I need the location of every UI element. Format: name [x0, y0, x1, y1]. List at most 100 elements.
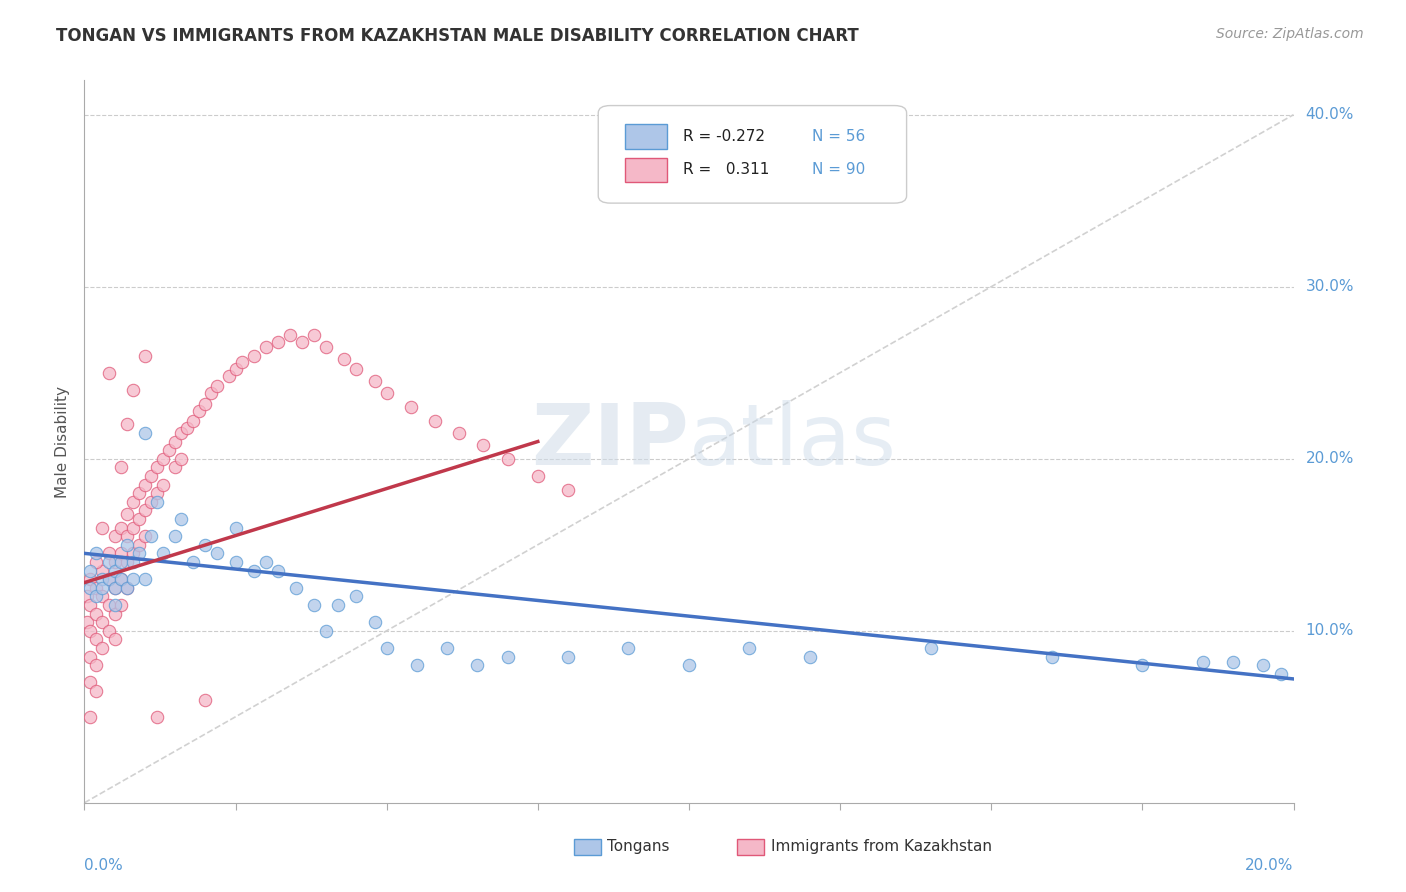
Point — [188, 403, 211, 417]
Point — [218, 369, 240, 384]
Point — [86, 684, 108, 698]
Point — [165, 460, 187, 475]
Point — [152, 477, 174, 491]
FancyBboxPatch shape — [624, 158, 668, 182]
Point — [557, 483, 579, 497]
Point — [176, 421, 198, 435]
Point — [346, 362, 368, 376]
Point — [1192, 655, 1215, 669]
Point — [134, 425, 156, 440]
Point — [678, 658, 700, 673]
Point — [267, 564, 290, 578]
Point — [134, 572, 156, 586]
Point — [207, 546, 229, 560]
Point — [194, 538, 217, 552]
Point — [254, 340, 277, 354]
Point — [121, 546, 143, 560]
Point — [472, 438, 495, 452]
Point — [1270, 666, 1292, 681]
Point — [231, 355, 253, 369]
Point — [121, 555, 143, 569]
Point — [467, 658, 489, 673]
Point — [738, 640, 761, 655]
Point — [194, 692, 217, 706]
Text: 20.0%: 20.0% — [1246, 858, 1294, 873]
Point — [1222, 655, 1244, 669]
Text: 20.0%: 20.0% — [1306, 451, 1354, 467]
Point — [91, 572, 114, 586]
Point — [225, 520, 247, 534]
Point — [617, 640, 640, 655]
Point — [146, 460, 169, 475]
Point — [152, 451, 174, 466]
Point — [110, 460, 132, 475]
Point — [152, 546, 174, 560]
Point — [91, 564, 114, 578]
Text: 0.0%: 0.0% — [84, 858, 124, 873]
Point — [134, 529, 156, 543]
Text: N = 90: N = 90 — [813, 162, 866, 178]
Point — [79, 624, 101, 638]
Text: Tongans: Tongans — [607, 838, 669, 854]
Point — [134, 477, 156, 491]
Point — [170, 425, 193, 440]
Point — [207, 379, 229, 393]
Point — [97, 366, 120, 380]
Point — [128, 512, 150, 526]
Point — [139, 494, 162, 508]
Point — [86, 632, 108, 647]
Point — [86, 590, 108, 604]
Point — [146, 494, 169, 508]
Point — [79, 564, 101, 578]
Point — [194, 397, 217, 411]
Point — [110, 555, 132, 569]
Point — [291, 334, 314, 349]
Point — [225, 555, 247, 569]
Point — [333, 351, 356, 366]
Point — [115, 417, 138, 432]
Text: N = 56: N = 56 — [813, 129, 866, 145]
Point — [146, 710, 169, 724]
Point — [121, 520, 143, 534]
Point — [97, 624, 120, 638]
Point — [157, 443, 180, 458]
Point — [375, 386, 398, 401]
Point — [91, 615, 114, 630]
Point — [278, 327, 301, 342]
Point — [302, 327, 325, 342]
Point — [375, 640, 398, 655]
Point — [170, 512, 193, 526]
Point — [115, 581, 138, 595]
Point — [97, 572, 120, 586]
Point — [254, 555, 277, 569]
Point — [91, 520, 114, 534]
Point — [146, 486, 169, 500]
Point — [346, 590, 368, 604]
Text: 10.0%: 10.0% — [1306, 624, 1354, 639]
Point — [1130, 658, 1153, 673]
Point — [799, 649, 821, 664]
Text: 40.0%: 40.0% — [1306, 107, 1354, 122]
Point — [91, 590, 114, 604]
Point — [115, 538, 138, 552]
Point — [76, 615, 98, 630]
Point — [449, 425, 471, 440]
Text: R =   0.311: R = 0.311 — [683, 162, 769, 178]
Point — [104, 581, 127, 595]
Text: ZIP: ZIP — [531, 400, 689, 483]
Point — [121, 383, 143, 397]
Text: 30.0%: 30.0% — [1306, 279, 1354, 294]
Point — [128, 546, 150, 560]
Point — [86, 607, 108, 621]
Point — [104, 529, 127, 543]
Point — [121, 494, 143, 508]
Point — [496, 451, 519, 466]
Text: atlas: atlas — [689, 400, 897, 483]
Point — [104, 607, 127, 621]
FancyBboxPatch shape — [624, 124, 668, 149]
Point — [181, 414, 204, 428]
Point — [170, 451, 193, 466]
Point — [315, 340, 337, 354]
Point — [86, 658, 108, 673]
Text: TONGAN VS IMMIGRANTS FROM KAZAKHSTAN MALE DISABILITY CORRELATION CHART: TONGAN VS IMMIGRANTS FROM KAZAKHSTAN MAL… — [56, 27, 859, 45]
